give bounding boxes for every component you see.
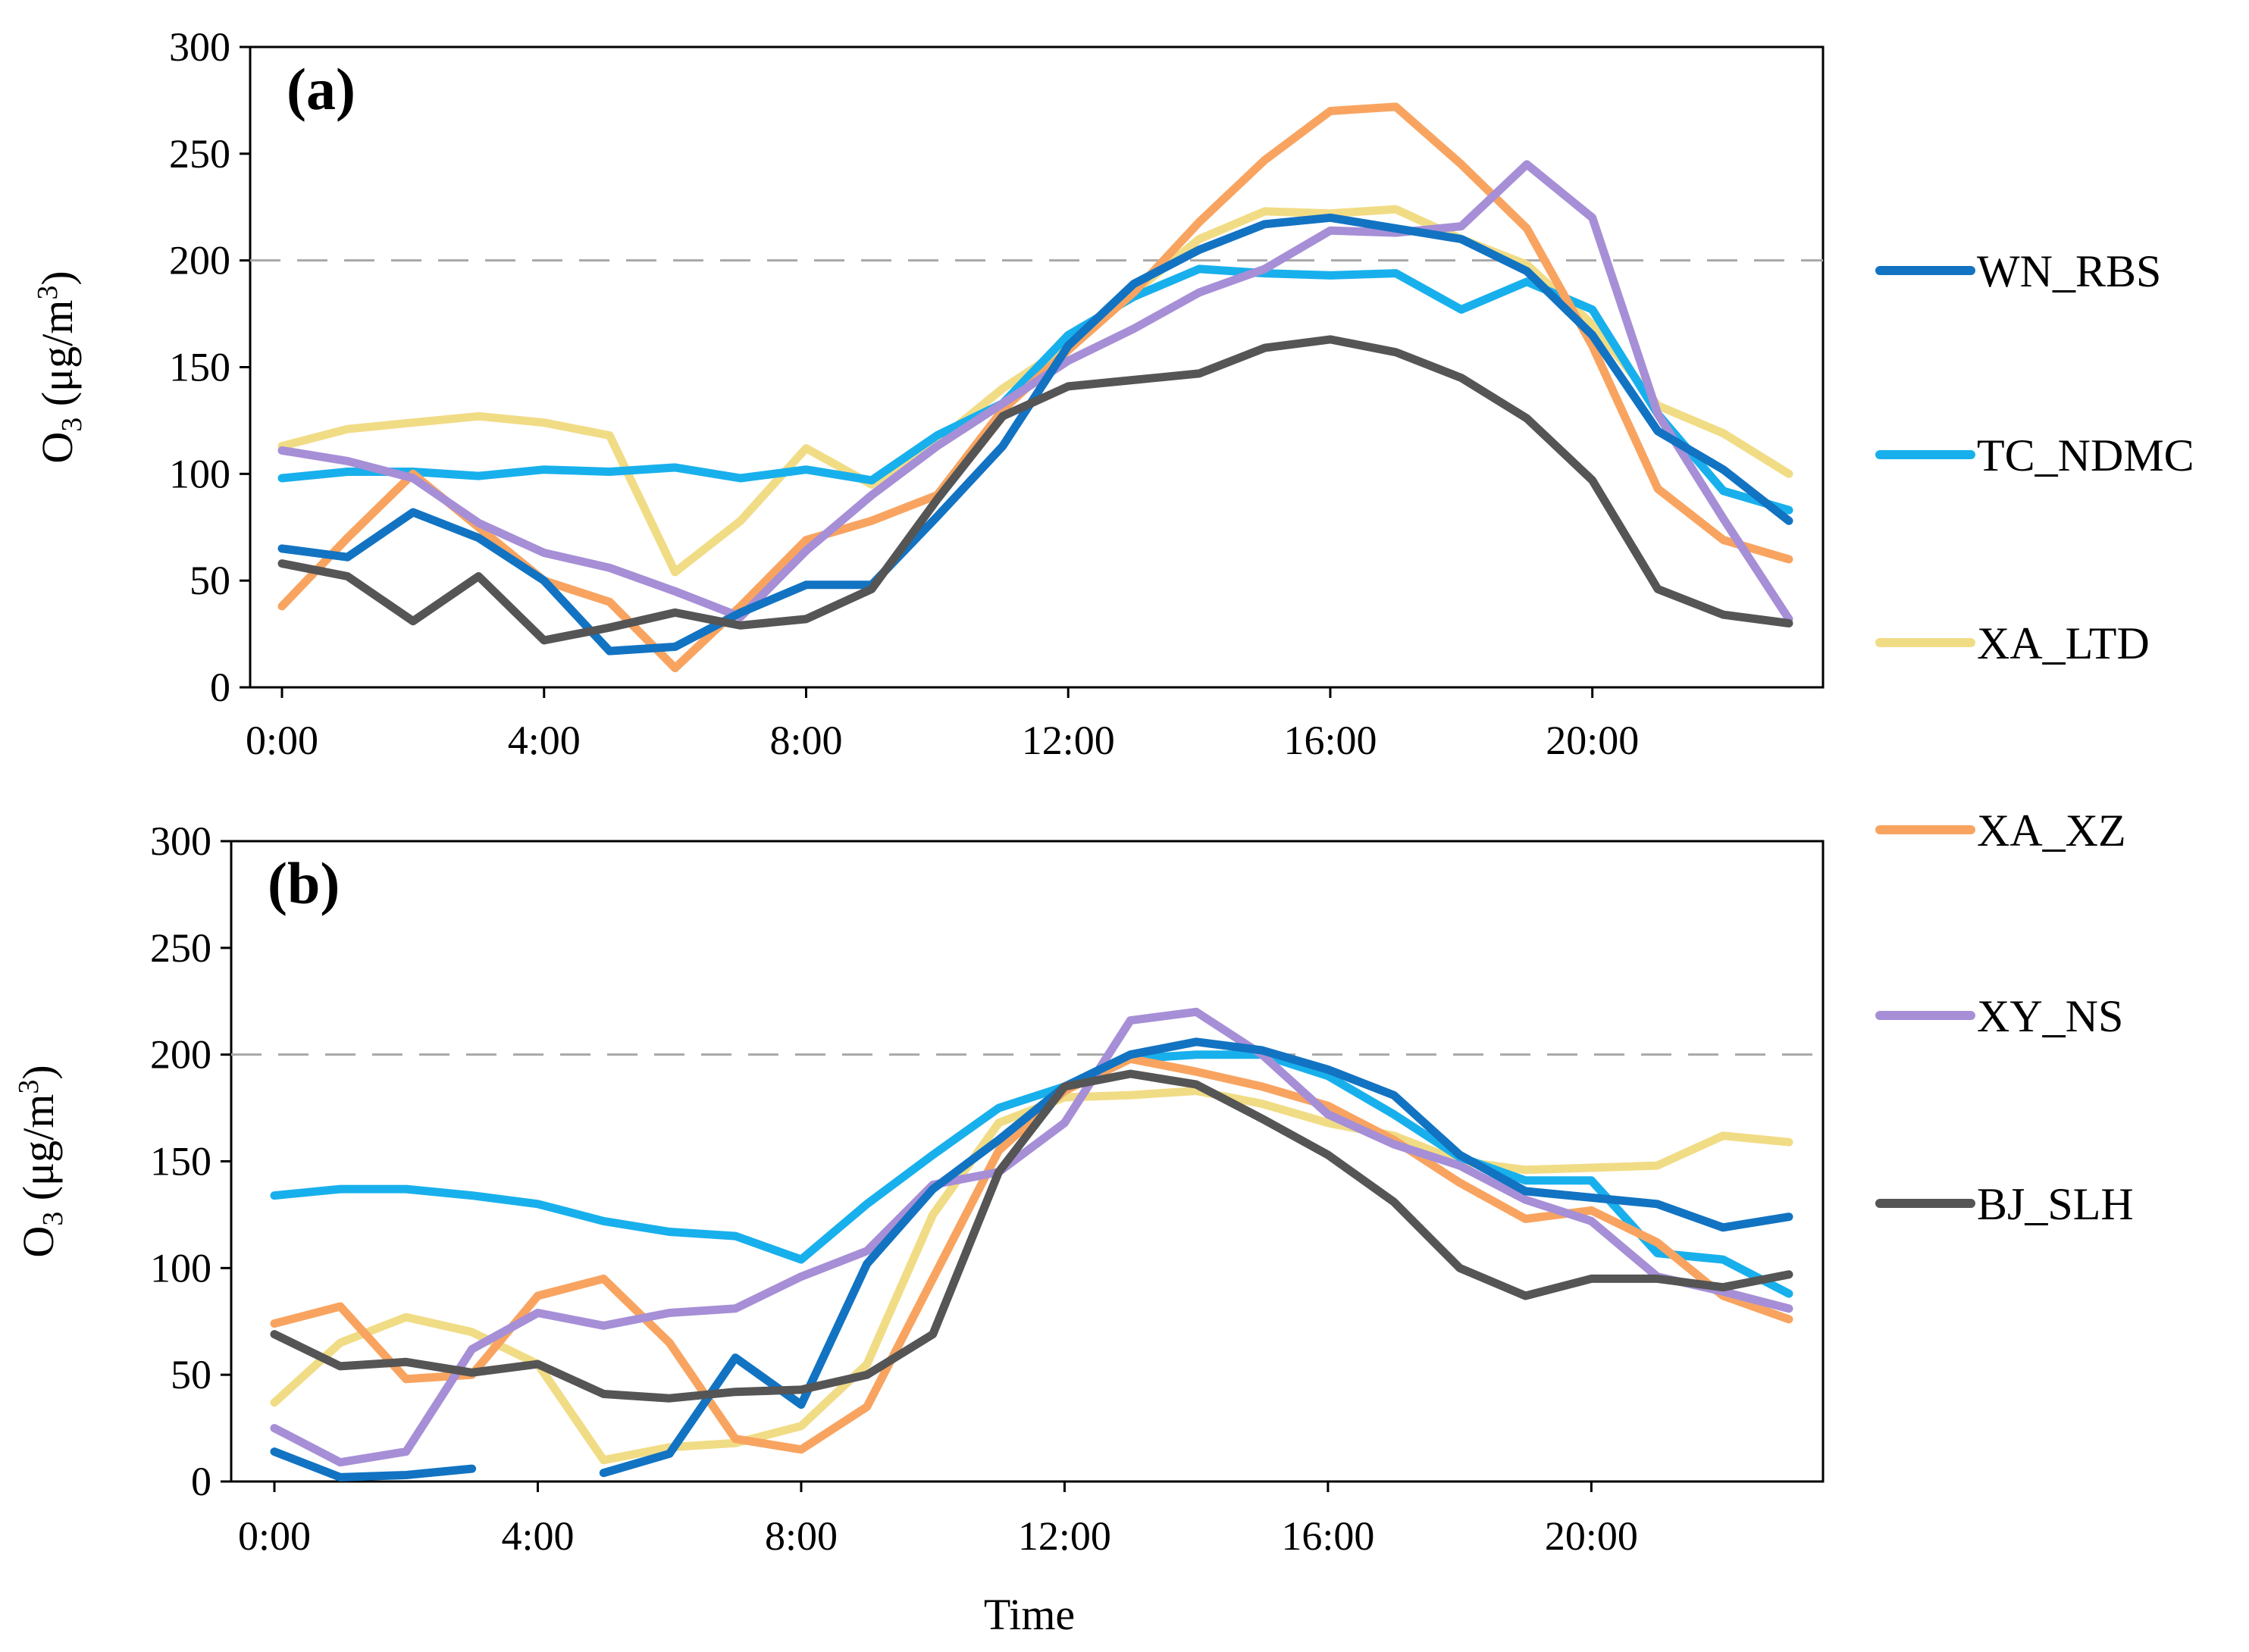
y-tick-label: 300 bbox=[150, 818, 211, 864]
series-line-wn-rbs bbox=[270, 1447, 477, 1481]
y-tick-label: 250 bbox=[150, 925, 211, 971]
y-axis-title: O3 (μg/m3) bbox=[13, 1065, 69, 1257]
legend-label: XA_XZ bbox=[1977, 806, 2126, 856]
y-axis-title-part: (μg/m bbox=[14, 1094, 63, 1212]
plot-frame bbox=[230, 840, 1825, 1483]
x-tick-label: 8:00 bbox=[765, 1513, 838, 1559]
y-axis-title-part: 3 bbox=[37, 1212, 69, 1226]
x-tick-label: 4:00 bbox=[501, 1513, 574, 1559]
legend: WN_RBS TC_NDMC XA_LTD XA_XZ XY_NS BJ_SLH bbox=[1875, 246, 2194, 1229]
y-tick-label: 100 bbox=[169, 451, 230, 496]
series-line-xy-ns bbox=[277, 160, 1793, 624]
x-tick-label: 4:00 bbox=[508, 718, 581, 763]
y-axis-title-part: 3 bbox=[56, 418, 88, 432]
x-tick-label: 0:00 bbox=[238, 1513, 311, 1559]
panel-label: (b) bbox=[268, 850, 340, 916]
y-axis-title-part: 3 bbox=[13, 1080, 45, 1094]
x-tick-label: 16:00 bbox=[1281, 1513, 1374, 1559]
legend-label: WN_RBS bbox=[1977, 246, 2161, 296]
series-line-tc-ndmc bbox=[270, 1050, 1793, 1298]
y-axis-title: O3 (μg/m3) bbox=[32, 271, 88, 463]
x-tick-label: 8:00 bbox=[769, 718, 842, 763]
legend-label: XY_NS bbox=[1977, 991, 2123, 1041]
x-axis-title: Time bbox=[984, 1590, 1075, 1639]
y-tick-label: 200 bbox=[169, 238, 230, 283]
panel-b: 0 50 100 150 200 250 300 0:00 4:00 8:00 12:00 16:00… bbox=[13, 818, 1825, 1559]
x-tick-label: 16:00 bbox=[1283, 718, 1377, 763]
y-tick-label: 50 bbox=[190, 558, 230, 603]
series-line-xa-xz bbox=[270, 1054, 1793, 1454]
series-line-bj-slh bbox=[270, 1069, 1793, 1403]
y-tick-label: 300 bbox=[169, 24, 230, 70]
series-line-xy-ns bbox=[270, 1007, 1793, 1467]
y-tick-label: 250 bbox=[169, 131, 230, 177]
y-tick-label: 50 bbox=[171, 1352, 211, 1397]
y-tick-label: 100 bbox=[150, 1245, 211, 1291]
y-tick-label: 150 bbox=[150, 1139, 211, 1184]
legend-label: XA_LTD bbox=[1977, 618, 2150, 668]
legend-label: TC_NDMC bbox=[1977, 430, 2194, 480]
x-tick-label: 12:00 bbox=[1022, 718, 1115, 763]
x-tick-label: 0:00 bbox=[246, 718, 318, 763]
y-axis-title-part: ) bbox=[33, 271, 82, 285]
series-line-wn-rbs bbox=[277, 213, 1793, 655]
y-tick-label: 200 bbox=[150, 1032, 211, 1078]
y-axis-title-part: ) bbox=[14, 1065, 63, 1079]
y-axis-title-part: (μg/m bbox=[33, 300, 82, 418]
legend-label: BJ_SLH bbox=[1977, 1179, 2134, 1229]
panel-a: 0 50 100 150 200 250 300 0:00 4:00 8:00 12:00 16:00… bbox=[32, 24, 1825, 763]
x-tick-label: 12:00 bbox=[1018, 1513, 1111, 1559]
y-tick-label: 150 bbox=[169, 345, 230, 390]
y-axis-title-part: O bbox=[14, 1226, 63, 1258]
x-tick-label: 20:00 bbox=[1546, 718, 1639, 763]
y-tick-label: 0 bbox=[191, 1459, 211, 1504]
y-tick-label: 0 bbox=[210, 665, 230, 710]
y-axis-title-part: 3 bbox=[32, 286, 64, 300]
series-line-bj-slh bbox=[277, 335, 1793, 645]
x-tick-label: 20:00 bbox=[1545, 1513, 1638, 1559]
y-axis-title-part: O bbox=[33, 432, 82, 464]
panel-label: (a) bbox=[287, 56, 356, 122]
series-line-wn-rbs bbox=[599, 1037, 1793, 1478]
